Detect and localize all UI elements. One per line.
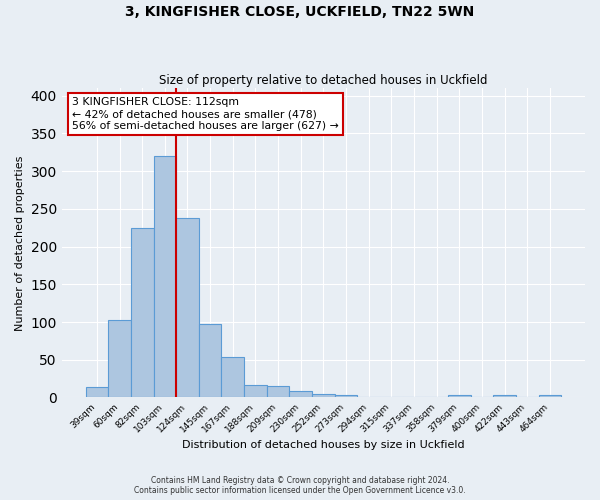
X-axis label: Distribution of detached houses by size in Uckfield: Distribution of detached houses by size …: [182, 440, 465, 450]
Bar: [199, 324, 221, 398]
Text: 3 KINGFISHER CLOSE: 112sqm
← 42% of detached houses are smaller (478)
56% of sem: 3 KINGFISHER CLOSE: 112sqm ← 42% of deta…: [72, 98, 339, 130]
Text: Contains HM Land Registry data © Crown copyright and database right 2024.
Contai: Contains HM Land Registry data © Crown c…: [134, 476, 466, 495]
Bar: [154, 156, 176, 398]
Bar: [244, 384, 267, 398]
Bar: [86, 387, 108, 398]
Bar: [108, 320, 131, 398]
Bar: [289, 390, 312, 398]
Text: 3, KINGFISHER CLOSE, UCKFIELD, TN22 5WN: 3, KINGFISHER CLOSE, UCKFIELD, TN22 5WN: [125, 5, 475, 19]
Bar: [493, 395, 516, 398]
Bar: [267, 386, 289, 398]
Bar: [539, 395, 561, 398]
Bar: [312, 394, 335, 398]
Title: Size of property relative to detached houses in Uckfield: Size of property relative to detached ho…: [159, 74, 488, 87]
Bar: [221, 357, 244, 398]
Bar: [176, 218, 199, 398]
Bar: [335, 395, 358, 398]
Bar: [448, 395, 470, 398]
Bar: [131, 228, 154, 398]
Y-axis label: Number of detached properties: Number of detached properties: [15, 155, 25, 330]
